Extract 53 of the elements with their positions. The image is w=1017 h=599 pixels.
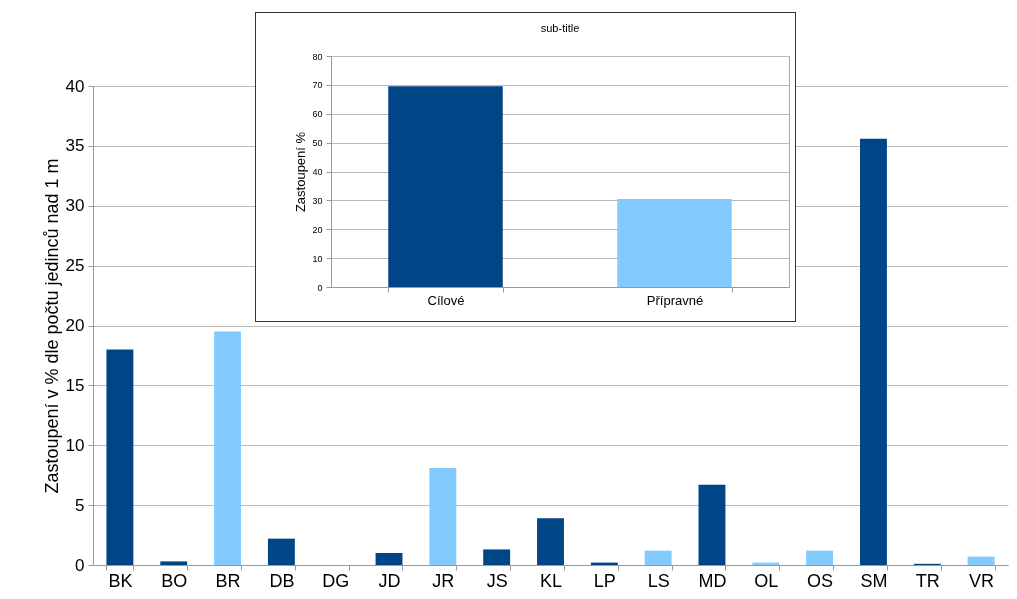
x-tick-label: BR [215,570,241,591]
y-tick-label: 20 [65,316,85,335]
x-tick-label: BK [108,570,133,591]
bar [644,550,672,565]
bar [967,556,995,565]
x-tick-label: VR [969,570,995,591]
x-tick-label: KL [539,570,563,591]
x-tick-label: LS [647,570,670,591]
y-axis-title: Zastoupení % [293,131,309,213]
chart-title: sub-title [540,22,580,34]
y-tick-label: 50 [312,138,323,149]
x-tick-label: JD [378,570,401,591]
bar [859,138,887,565]
x-tick-label: OL [754,570,779,591]
y-tick-label: 0 [75,555,85,575]
x-tick-label: Cílové [427,292,465,308]
bar [375,553,403,565]
bar [698,484,726,565]
y-tick-label: 5 [75,495,85,515]
bar [806,550,834,565]
x-tick-label: BO [161,570,188,591]
y-tick-label: 40 [312,167,323,177]
y-tick-label: 10 [312,253,323,264]
x-tick-label: DG [322,570,350,591]
y-tick-label: 30 [65,196,85,216]
bar [483,549,511,565]
y-tick-label: 10 [65,435,85,455]
x-tick-label: LP [593,570,616,591]
y-tick-label: 20 [312,224,323,235]
y-axis-title: Zastoupení v % dle počtu jedinců nad 1 m [41,158,62,494]
bar [537,518,564,565]
y-tick-label: 60 [312,109,323,120]
y-tick-label: 70 [312,80,323,91]
x-tick-label: Přípravné [646,292,704,308]
x-tick-label: TR [915,570,940,591]
y-tick-label: 0 [317,282,323,293]
y-tick-label: 25 [65,256,85,276]
y-tick-label: 35 [65,136,85,156]
y-tick-label: 40 [65,76,85,96]
bar [214,331,242,565]
y-tick-label: 80 [312,51,323,62]
bar [267,538,295,565]
x-tick-label: MD [698,570,727,591]
bar [106,349,134,565]
x-tick-label: SM [860,570,888,591]
x-tick-label: OS [807,570,834,591]
bar [429,468,457,565]
x-tick-label: JR [432,570,455,591]
y-tick-label: 30 [312,195,323,206]
bar [160,561,188,565]
y-tick-label: 15 [65,375,85,395]
x-tick-label: JS [486,570,508,591]
x-tick-label: DB [269,570,295,591]
